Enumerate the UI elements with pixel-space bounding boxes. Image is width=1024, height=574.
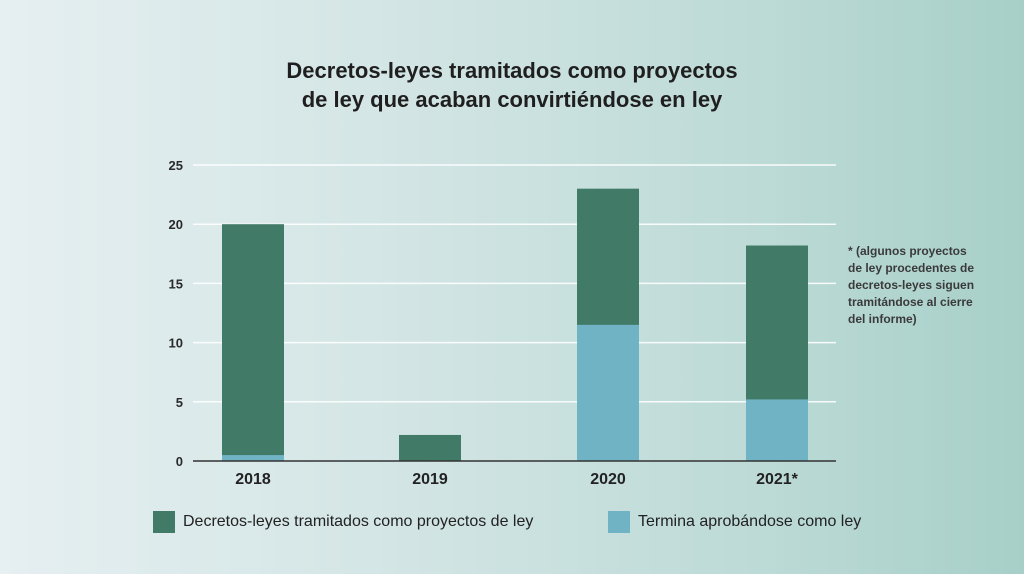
x-tick-label: 2019 [412,471,448,488]
y-tick-label: 0 [176,454,183,469]
y-tick-label: 20 [169,217,183,232]
y-tick-label: 5 [176,395,183,410]
y-tick-label: 25 [169,158,183,173]
y-tick-label: 15 [169,276,183,291]
legend-item-aprobada: Termina aprobándose como ley [608,511,861,533]
bar-tramitados-2018 [222,224,284,461]
y-tick-label: 10 [169,336,183,351]
bar-aprobada-2021 [746,399,808,461]
bar-tramitados-2019 [399,434,461,461]
legend-label: Termina aprobándose como ley [638,513,862,530]
bar-aprobada-2018 [222,455,284,461]
legend-item-tramitados: Decretos-leyes tramitados como proyectos… [153,511,533,533]
legend-swatch [153,511,175,533]
x-tick-label: 2020 [590,471,626,488]
x-tick-label: 2021* [756,471,799,488]
bar-aprobada-2020 [577,324,639,461]
x-tick-label: 2018 [235,471,271,488]
legend-label: Decretos-leyes tramitados como proyectos… [183,513,534,530]
footnote-annotation: * (algunos proyectos de ley procedentes … [848,244,975,326]
chart-title: Decretos-leyes tramitados como proyectos… [286,58,738,112]
legend-swatch [608,511,630,533]
